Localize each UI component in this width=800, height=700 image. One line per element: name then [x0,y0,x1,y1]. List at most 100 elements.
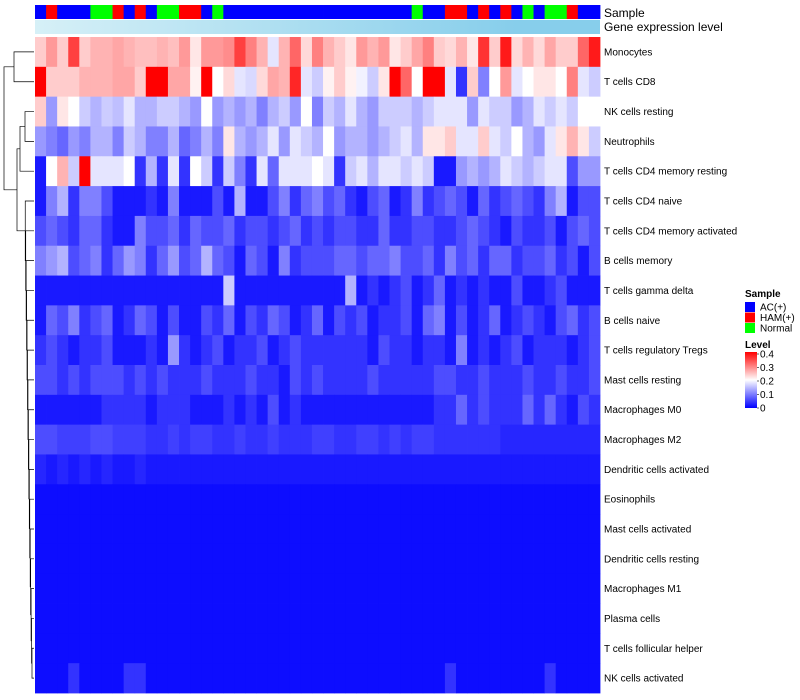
heatmap-cell [478,633,490,664]
heatmap-cell [134,633,147,664]
sample-bar-cell [35,5,47,19]
row-labels: Monocytes T cells CD8 NK cells resting Neut… [604,47,737,684]
heatmap-cell [500,186,512,217]
heatmap-cell [422,156,435,187]
heatmap-cell [400,573,413,604]
heatmap-cell [35,186,47,217]
heatmap-cell [167,156,180,187]
heatmap-cell [522,156,534,187]
sample-bar-cell [190,5,202,19]
heatmap-cell [167,484,180,515]
heatmap-cell [500,394,512,426]
heatmap-cell [68,484,80,515]
heatmap-cell [433,394,446,426]
heatmap-cell [289,365,302,396]
heatmap-cell [544,275,557,306]
heatmap-cell [500,305,512,336]
heatmap-cell [400,37,413,68]
heatmap-cell [212,543,224,575]
heatmap-cell [79,156,91,187]
heatmap-cell [57,633,69,664]
row-label: Mast cells activated [604,525,691,536]
sample-bar-cell [201,5,213,19]
heatmap-cell [356,424,368,455]
heatmap-cell [323,514,335,545]
heatmap-cell [444,663,457,694]
heatmap-cell [35,37,47,68]
heatmap-cell [378,454,390,485]
heatmap-cell [234,514,246,545]
heatmap-cell [145,603,158,634]
heatmap-cell [267,186,280,217]
heatmap-cell [212,573,224,604]
heatmap-cell [267,573,280,604]
heatmap-cell [223,245,235,276]
heatmap-cell [345,514,357,545]
heatmap-cell [544,514,557,545]
sample-bar-cell [245,5,257,19]
heatmap-cell [289,633,302,664]
heatmap-cell [389,603,401,634]
heatmap-cell [46,215,58,247]
heatmap-cell [378,603,390,634]
heatmap-cell [400,156,413,187]
heatmap-cell [511,37,523,68]
heatmap-cell [500,543,512,575]
heatmap-cell [422,335,435,366]
heatmap-cell [112,245,125,276]
heatmap-cell [300,37,313,68]
heatmap-cell [522,514,534,545]
heatmap-cell [367,215,379,247]
heatmap-cell [101,454,113,485]
heatmap-cell [411,514,424,545]
heatmap-cell [201,543,213,575]
heatmap-cell [367,603,379,634]
heatmap-cell [101,394,113,426]
sample-bar-cell [455,5,468,19]
heatmap-cell [223,156,235,187]
heatmap-cell [145,424,158,455]
heatmap-cell [245,156,257,187]
heatmap-cell [444,365,457,396]
heatmap-cell [234,275,246,306]
heatmap-cell [544,573,557,604]
heatmap-cell [566,66,579,98]
heatmap-cell [101,66,113,98]
heatmap-cell [145,156,158,187]
heatmap-cell [511,335,523,366]
heatmap-cell [57,484,69,515]
heatmap-cell [334,543,346,575]
heatmap-cell [167,633,180,664]
heatmap-cell [323,96,335,127]
heatmap-cell [57,603,69,634]
heatmap-cell [134,484,147,515]
heatmap-cell [278,394,291,426]
sample-bar-cell [112,5,125,19]
heatmap-cell [555,663,568,694]
heatmap-cell [156,335,169,366]
heatmap-cell [544,245,557,276]
heatmap-cell [489,96,501,127]
heatmap-cell [223,543,235,575]
heatmap-cell [411,543,424,575]
heatmap-cell [511,514,523,545]
heatmap-cell [156,365,169,396]
heatmap-cell [256,275,269,306]
heatmap-cell [79,215,91,247]
sample-legend-title: Sample [745,289,781,300]
heatmap-cell [544,126,557,157]
heatmap-cell [500,603,512,634]
heatmap-cell [267,156,280,187]
heatmap-cell [156,573,169,604]
heatmap-cell [311,365,324,396]
heatmap-cell [588,37,601,68]
heatmap-cell [289,275,302,306]
heatmap-cell [145,96,158,127]
heatmap-cell [500,215,512,247]
heatmap-cell [267,514,280,545]
heatmap-cell [411,305,424,336]
heatmap-cell [378,394,390,426]
heatmap-cell [167,305,180,336]
heatmap-cell [112,573,125,604]
heatmap-cell [444,245,457,276]
